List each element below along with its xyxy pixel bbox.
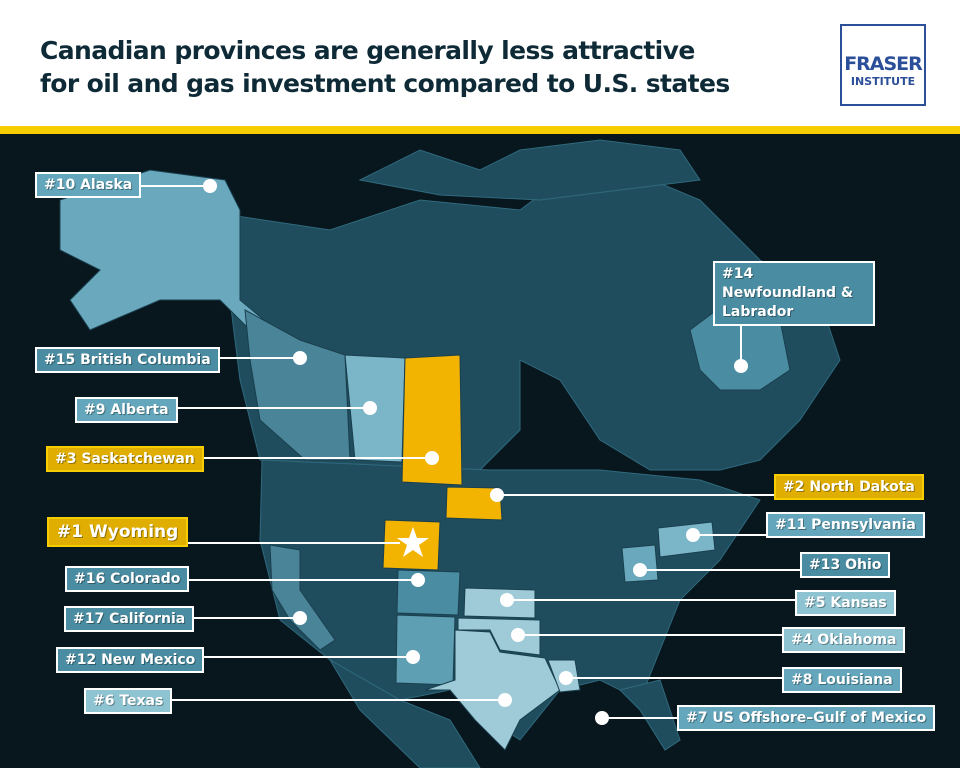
label-california: #17 California [64,606,195,632]
map-svg [59,139,841,768]
label-newfoundland-labrador: #14 Newfoundland & Labrador [713,261,875,326]
region-new-mexico [395,614,456,686]
logo-line2: INSTITUTE [850,75,916,88]
label-alberta: #9 Alberta [75,397,178,423]
land-florida [619,679,681,751]
leader-lines [138,179,800,725]
header: Canadian provinces are generally less at… [0,0,960,126]
land-arctic-islands [358,139,701,201]
label-colorado: #16 Colorado [65,566,190,592]
label-louisiana: #8 Louisiana [782,667,902,693]
label-saskatchewan: #3 Saskatchewan [46,446,204,472]
star-icon [397,527,429,557]
region-colorado [396,569,461,616]
region-pennsylvania [657,521,716,558]
region-british-columbia [244,309,351,461]
label-texas: #6 Texas [84,688,173,714]
region-texas [424,629,561,751]
label-us-offshore-gulf: #7 US Offshore–Gulf of Mexico [677,705,936,731]
label-pennsylvania: #11 Pennsylvania [766,512,925,538]
region-kansas [463,587,536,619]
page-title: Canadian provinces are generally less at… [40,36,730,98]
label-north-dakota: #2 North Dakota [774,474,924,500]
label-british-columbia: #15 British Columbia [35,347,220,373]
logo-line1: FRASER [844,53,923,75]
region-alaska [59,169,301,351]
accent-bar [0,126,960,134]
region-saskatchewan [401,354,463,486]
label-alaska: #10 Alaska [35,172,142,198]
label-wyoming: #1 Wyoming [47,517,189,547]
label-kansas: #5 Kansas [795,590,896,616]
label-oklahoma: #4 Oklahoma [782,627,906,653]
region-california [269,544,336,651]
label-ohio: #13 Ohio [800,552,891,578]
label-new-mexico: #12 New Mexico [56,647,205,673]
region-north-dakota [445,486,503,521]
fraser-institute-logo: FRASER INSTITUTE [840,24,926,106]
